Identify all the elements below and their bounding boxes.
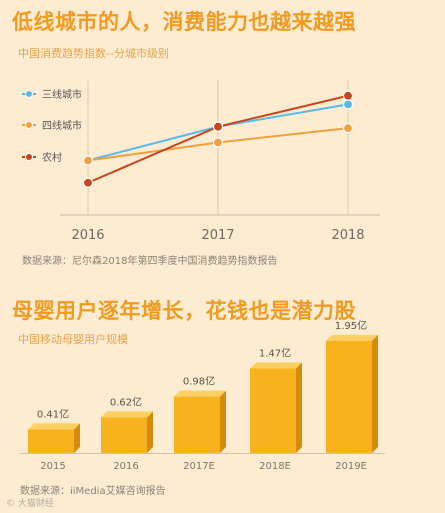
x-tick-label: 2015: [40, 461, 65, 472]
x-tick-label: 2017E: [183, 461, 215, 472]
bar: [101, 417, 147, 453]
bar-chart: 0.41亿 2015 0.62亿 2016 0.98亿 2017E 1.47亿 2018E 1.…: [20, 319, 385, 472]
bar-chart-source: 数据来源：iiMedia艾媒咨询报告: [20, 486, 166, 497]
bar: [250, 368, 296, 453]
bar-side: [220, 390, 226, 453]
data-point: [212, 121, 224, 132]
legend-label: 四线城市: [42, 119, 82, 132]
x-tick-label: 2019E: [335, 461, 367, 472]
data-point: [342, 123, 354, 134]
bar-top: [101, 411, 153, 418]
x-tick-label: 2018: [331, 228, 364, 243]
bar: [174, 396, 220, 453]
bar-value-label: 1.47亿: [259, 346, 291, 359]
legend-marker: [25, 121, 33, 129]
x-tick-label: 2018E: [259, 461, 291, 472]
bar-value-label: 0.98亿: [183, 375, 215, 388]
bar: [326, 340, 372, 453]
legend-label: 三线城市: [42, 88, 82, 101]
bar-chart-subtitle: 中国移动母婴用户规模: [18, 333, 128, 346]
line-chart-title: 低线城市的人，消费能力也越来越强: [12, 10, 356, 34]
data-point: [82, 177, 94, 188]
line-chart-subtitle: 中国消费趋势指数--分城市级别: [18, 47, 169, 60]
x-tick-label: 2016: [71, 228, 104, 243]
data-point: [212, 137, 224, 148]
legend-label: 农村: [42, 151, 62, 164]
bar-side: [74, 423, 80, 453]
bar-top: [28, 423, 80, 430]
bar-value-label: 0.41亿: [37, 407, 69, 420]
bar-side: [296, 362, 302, 453]
legend-marker: [25, 153, 33, 161]
data-point: [342, 99, 354, 110]
bar-side: [372, 334, 378, 453]
line-chart-panel: 低线城市的人，消费能力也越来越强 中国消费趋势指数--分城市级别 2016 201…: [12, 10, 380, 267]
bar-top: [326, 334, 378, 341]
bar-top: [174, 390, 226, 397]
x-tick-label: 2017: [201, 228, 234, 243]
bar-value-label: 1.95亿: [335, 319, 367, 332]
bar: [28, 429, 74, 453]
bar-top: [250, 362, 302, 369]
watermark: © 大猫财经: [6, 499, 54, 509]
x-tick-label: 2016: [113, 461, 138, 472]
bar-side: [147, 411, 153, 453]
legend-marker: [25, 90, 33, 98]
bar-chart-panel: 母婴用户逐年增长，花钱也是潜力股 中国移动母婴用户规模 0.41亿 2015 0.6…: [0, 285, 445, 513]
data-point: [82, 155, 94, 166]
line-chart-source: 数据来源：尼尔森2018年第四季度中国消费趋势指数报告: [22, 256, 278, 267]
bar-chart-title: 母婴用户逐年增长，花钱也是潜力股: [12, 299, 356, 323]
bar-value-label: 0.62亿: [110, 395, 142, 408]
data-point: [342, 90, 354, 101]
